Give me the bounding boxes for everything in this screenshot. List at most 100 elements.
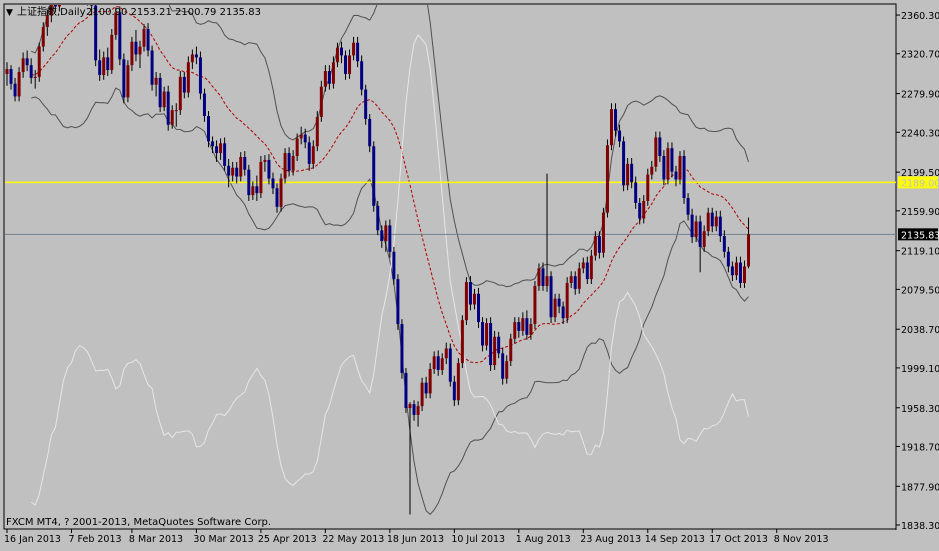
- candle: [352, 36, 356, 61]
- candle-body: [698, 221, 702, 247]
- candle: [654, 131, 658, 172]
- time-tick: 8 Mar 2013: [129, 529, 183, 545]
- candle: [211, 136, 215, 154]
- candle-body: [271, 178, 275, 189]
- candle: [207, 111, 210, 148]
- price-tick: 1838.30: [896, 521, 939, 532]
- candle: [444, 342, 448, 365]
- candle-body: [674, 171, 678, 180]
- lower-band: [31, 87, 749, 516]
- candle-body: [742, 266, 746, 284]
- indicator-series: [30, 34, 749, 506]
- candle-body: [738, 262, 742, 284]
- candle-body: [235, 167, 239, 177]
- candle: [110, 29, 114, 74]
- candle-body: [166, 91, 170, 125]
- candle-body: [581, 262, 585, 269]
- candle-body: [17, 72, 21, 97]
- candle: [537, 263, 541, 291]
- candle: [57, 5, 61, 12]
- candle: [190, 49, 194, 70]
- header-arrow-icon[interactable]: ▼: [6, 8, 13, 18]
- price-tick-label: 2279.90: [901, 90, 939, 101]
- candle: [384, 220, 388, 252]
- price-tick: 1999.10: [896, 364, 939, 375]
- time-tick: 1 Aug 2013: [516, 529, 571, 545]
- candle-body: [372, 146, 376, 206]
- candle: [380, 225, 384, 248]
- candle: [271, 172, 275, 195]
- candle: [307, 136, 311, 171]
- candle-body: [529, 324, 533, 335]
- candle-body: [614, 109, 618, 131]
- candle: [162, 86, 166, 112]
- candle: [428, 363, 432, 399]
- candle: [501, 347, 505, 385]
- candle: [319, 80, 323, 122]
- candle: [114, 7, 118, 40]
- candle-body: [404, 372, 408, 409]
- price-tick: 1918.70: [896, 442, 939, 453]
- candle: [295, 133, 299, 161]
- time-tick: 22 May 2013: [322, 529, 384, 545]
- candle: [138, 40, 142, 69]
- candle: [118, 6, 122, 66]
- candle-body: [360, 61, 364, 90]
- candle-body: [33, 76, 37, 78]
- candle: [493, 330, 497, 370]
- candle: [577, 262, 581, 294]
- candle: [529, 318, 533, 340]
- candle: [287, 147, 291, 177]
- candle-body: [597, 236, 601, 253]
- candle-body: [472, 293, 476, 305]
- candle-body: [227, 165, 231, 176]
- candle-body: [452, 381, 456, 401]
- candle: [170, 105, 174, 129]
- candle: [718, 210, 722, 242]
- candle-body: [634, 182, 638, 203]
- candle: [634, 176, 638, 209]
- candle-body: [231, 167, 235, 176]
- candle-body: [291, 156, 295, 171]
- price-tick: 2320.70: [896, 50, 939, 61]
- candle: [348, 49, 352, 79]
- candle-body: [182, 76, 186, 93]
- price-tick-label: 1877.90: [901, 482, 939, 493]
- price-tick-label: 2038.70: [901, 325, 939, 336]
- candle-body: [13, 83, 17, 97]
- candle: [126, 60, 130, 103]
- candle-body: [94, 5, 98, 61]
- candle: [456, 358, 460, 406]
- candle: [33, 70, 37, 89]
- candle-body: [198, 57, 202, 94]
- candle: [376, 200, 380, 236]
- candle-body: [331, 62, 335, 84]
- candle: [622, 136, 626, 192]
- candle-body: [537, 268, 541, 286]
- candle-body: [557, 298, 561, 307]
- candle-body: [211, 141, 215, 147]
- candle-body: [319, 86, 323, 117]
- price-tick-label: 2240.30: [901, 128, 939, 139]
- candle: [339, 41, 343, 64]
- candle: [396, 274, 400, 330]
- candle-body: [432, 356, 436, 369]
- candle-body: [247, 169, 251, 196]
- candle-body: [424, 382, 428, 394]
- candle-body: [573, 276, 577, 289]
- candle: [41, 22, 45, 52]
- price-tick: 2159.90: [896, 207, 939, 218]
- candle: [420, 377, 424, 411]
- candle-body: [553, 298, 557, 318]
- candle: [53, 5, 57, 13]
- candle: [327, 65, 331, 90]
- price-tick: 2038.70: [896, 325, 939, 336]
- candle: [146, 23, 150, 57]
- candle-body: [158, 77, 162, 108]
- candle-body: [710, 212, 714, 227]
- time-tick: 8 Nov 2013: [774, 529, 829, 545]
- price-tick: 1958.30: [896, 404, 939, 415]
- candle-body: [678, 156, 682, 180]
